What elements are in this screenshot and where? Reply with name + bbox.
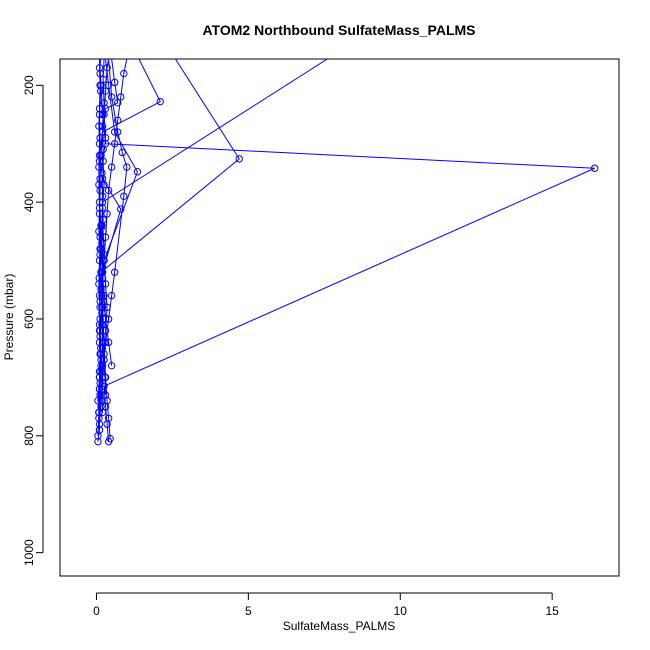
data-point xyxy=(104,186,113,195)
data-point xyxy=(95,321,104,329)
data-point xyxy=(98,239,106,247)
series-line xyxy=(98,59,595,442)
data-point xyxy=(96,379,104,387)
plot-frame xyxy=(59,58,620,577)
data-point xyxy=(103,210,111,218)
y-tick-label: 200 xyxy=(22,75,36,95)
series-layer xyxy=(94,59,599,446)
x-tick-label: 5 xyxy=(245,604,252,618)
chart-title: ATOM2 Northbound SulfateMass_PALMS xyxy=(202,22,475,38)
series-line xyxy=(98,59,102,419)
data-point xyxy=(95,110,104,119)
data-point xyxy=(106,435,114,443)
data-point xyxy=(95,420,104,428)
series-line xyxy=(100,59,240,439)
data-point xyxy=(99,145,107,154)
data-point xyxy=(117,93,125,101)
data-point xyxy=(98,122,107,130)
data-point xyxy=(110,78,119,87)
data-point xyxy=(117,205,125,213)
data-point xyxy=(95,367,104,376)
data-point xyxy=(98,309,106,317)
y-tick-label: 600 xyxy=(22,309,36,329)
series-2 xyxy=(97,59,599,446)
series-12 xyxy=(96,59,108,411)
data-point xyxy=(104,414,113,422)
data-point xyxy=(100,180,108,189)
data-point xyxy=(118,148,126,157)
data-point xyxy=(100,251,108,259)
data-point xyxy=(94,432,102,440)
data-point xyxy=(120,192,128,200)
data-point xyxy=(101,87,110,95)
series-10 xyxy=(97,59,328,399)
data-point xyxy=(94,437,102,446)
data-point xyxy=(590,164,599,172)
series-line xyxy=(99,59,105,407)
data-point xyxy=(101,391,110,399)
data-point xyxy=(96,251,104,259)
data-point xyxy=(100,99,108,107)
y-tick-label: 800 xyxy=(22,425,36,445)
data-point xyxy=(97,286,105,294)
data-point xyxy=(123,163,131,171)
data-point xyxy=(110,128,119,136)
data-point xyxy=(110,268,119,276)
data-point xyxy=(104,81,113,89)
data-point xyxy=(99,75,107,84)
data-point xyxy=(96,297,104,306)
data-point xyxy=(95,274,103,282)
data-point xyxy=(98,262,107,271)
data-point xyxy=(98,169,106,177)
y-tick-label: 1000 xyxy=(22,539,36,566)
series-3 xyxy=(97,59,243,443)
data-point xyxy=(100,110,108,119)
x-axis: 0 5 10 15 xyxy=(93,592,559,618)
data-point xyxy=(114,99,122,107)
data-point xyxy=(107,93,116,101)
data-point xyxy=(133,168,142,176)
y-tick-label: 400 xyxy=(22,192,36,212)
x-tick-label: 0 xyxy=(93,604,100,618)
y-axis: 200 400 600 800 1000 xyxy=(22,75,44,566)
data-point xyxy=(156,97,164,106)
series-line xyxy=(100,59,110,413)
data-point xyxy=(235,155,243,163)
x-axis-label: SulfateMass_PALMS xyxy=(283,619,396,633)
data-point xyxy=(97,356,105,364)
data-point xyxy=(98,192,107,200)
x-tick-label: 10 xyxy=(394,604,408,618)
data-point xyxy=(95,414,103,422)
data-point xyxy=(97,402,105,411)
x-tick-label: 15 xyxy=(545,604,559,618)
y-axis-label: Pressure (mbar) xyxy=(2,274,16,361)
data-point xyxy=(120,69,128,78)
data-point xyxy=(99,215,107,224)
series-line xyxy=(100,59,328,395)
data-point xyxy=(107,163,116,171)
data-point xyxy=(96,332,104,341)
data-point xyxy=(103,303,111,311)
data-point xyxy=(107,291,116,300)
data-point xyxy=(101,373,109,382)
data-point xyxy=(104,315,113,323)
data-point xyxy=(107,361,116,370)
